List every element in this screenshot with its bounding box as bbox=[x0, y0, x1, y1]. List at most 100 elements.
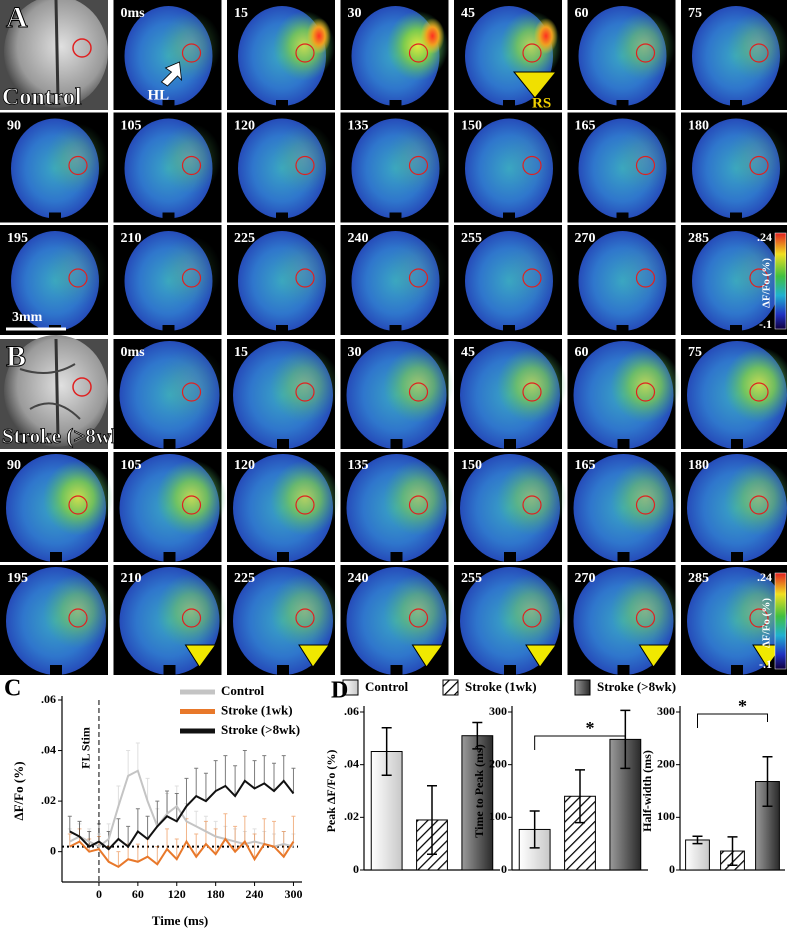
roi-circle bbox=[749, 43, 769, 63]
rs-arrow bbox=[525, 644, 557, 668]
series-line bbox=[69, 769, 294, 848]
y-axis-title: Time to Peak (ms) bbox=[472, 744, 486, 837]
photo-midline bbox=[54, 0, 60, 101]
cerebellum-notch bbox=[276, 100, 288, 110]
error-bar bbox=[233, 765, 238, 797]
cerebellum-notch bbox=[389, 325, 402, 335]
activity-spread bbox=[497, 347, 567, 423]
panel-letter: A bbox=[6, 1, 28, 34]
time-label: 150 bbox=[461, 119, 482, 134]
image-tile: 225 bbox=[227, 565, 340, 675]
y-tick-label: .02 bbox=[41, 793, 56, 807]
activity-spread bbox=[613, 123, 676, 194]
error-bar bbox=[762, 756, 773, 808]
rs-arrow bbox=[512, 71, 558, 99]
cerebellum-notch bbox=[277, 552, 289, 562]
cerebellum-notch bbox=[277, 665, 289, 675]
roi-circle bbox=[181, 608, 202, 628]
image-tile: 285 .24 -.1 ΔF/Fo (%) bbox=[681, 565, 787, 675]
time-label: 15 bbox=[234, 6, 248, 21]
cerebellum-notch bbox=[389, 212, 402, 223]
y-tick-label: .04 bbox=[41, 742, 56, 756]
cerebellum-notch bbox=[730, 100, 742, 110]
error-bar bbox=[87, 830, 92, 847]
cerebellum-notch bbox=[389, 100, 402, 110]
error-bar bbox=[145, 777, 150, 802]
legend-label: Control bbox=[365, 679, 408, 694]
y-tick-label: 200 bbox=[657, 756, 675, 770]
activity-spread bbox=[270, 573, 340, 649]
image-tile: 90 bbox=[0, 112, 108, 223]
time-label: 120 bbox=[234, 458, 255, 473]
image-tile: 60 bbox=[567, 0, 676, 110]
roi-circle bbox=[295, 43, 315, 63]
cerebellum-notch bbox=[162, 325, 175, 335]
time-label: 0ms bbox=[121, 6, 146, 21]
activity-spread bbox=[386, 236, 449, 306]
error-bar bbox=[213, 828, 218, 855]
time-label: 225 bbox=[234, 231, 255, 246]
activity-spread bbox=[613, 236, 676, 306]
activity-spread bbox=[159, 123, 222, 194]
time-label: 30 bbox=[348, 345, 362, 360]
photo-midline bbox=[54, 338, 60, 440]
activity-spread bbox=[43, 573, 113, 649]
error-bar bbox=[116, 785, 121, 807]
roi-circle bbox=[522, 382, 542, 402]
activity-peak bbox=[420, 18, 445, 54]
x-tick-label: 60 bbox=[132, 887, 144, 901]
cerebellum-notch bbox=[617, 439, 630, 449]
roi-circle bbox=[68, 268, 88, 288]
series-line bbox=[69, 779, 295, 851]
error-bar bbox=[203, 820, 208, 845]
roi-circle bbox=[408, 382, 429, 402]
activity-spread bbox=[727, 236, 787, 306]
y-tick-label: 200 bbox=[489, 756, 507, 770]
error-bar bbox=[145, 838, 150, 857]
image-tile: 225 bbox=[227, 225, 335, 335]
activity-spread bbox=[156, 347, 227, 423]
bar bbox=[461, 735, 494, 871]
colorbar-tick-label: -.1 bbox=[759, 657, 772, 671]
significance-star: * bbox=[586, 718, 595, 738]
image-tile: 150 bbox=[454, 112, 562, 223]
x-tick-label: 300 bbox=[284, 887, 302, 901]
error-bar bbox=[96, 823, 101, 842]
cerebellum-notch bbox=[616, 325, 629, 335]
roi-circle bbox=[749, 608, 769, 628]
roi-circle bbox=[522, 155, 542, 176]
time-label: 165 bbox=[575, 119, 596, 134]
time-label: 60 bbox=[575, 345, 589, 360]
activity-spread bbox=[273, 236, 335, 306]
legend-swatch bbox=[442, 679, 459, 696]
roi-circle bbox=[295, 382, 315, 402]
time-label: 285 bbox=[688, 571, 709, 586]
error-bar bbox=[381, 727, 392, 776]
bar bbox=[685, 839, 710, 871]
roi-circle bbox=[295, 608, 315, 628]
activity-spread bbox=[724, 460, 787, 536]
activity-spread bbox=[500, 123, 562, 194]
activity-spread bbox=[724, 573, 787, 649]
significance-star: * bbox=[738, 696, 747, 716]
roi-circle bbox=[295, 495, 315, 515]
time-label: 75 bbox=[688, 345, 702, 360]
error-bar bbox=[242, 815, 247, 842]
error-bar bbox=[194, 810, 199, 827]
y-tick-label: 300 bbox=[657, 704, 675, 718]
error-bar bbox=[126, 750, 131, 776]
error-bar bbox=[194, 767, 199, 797]
error-bar bbox=[67, 833, 72, 847]
roi-circle bbox=[68, 608, 88, 628]
error-bar bbox=[184, 777, 189, 807]
roi-circle bbox=[635, 155, 656, 176]
error-bar bbox=[135, 843, 140, 862]
error-bar bbox=[727, 836, 738, 867]
error-bar bbox=[291, 815, 296, 842]
time-label: 0ms bbox=[121, 345, 146, 360]
colorbar-title: ΔF/Fo (%) bbox=[761, 598, 773, 648]
cerebellum-notch bbox=[617, 665, 630, 675]
activity-spread bbox=[270, 460, 340, 536]
activity-spread bbox=[159, 236, 222, 306]
cerebellum-notch bbox=[731, 439, 743, 449]
